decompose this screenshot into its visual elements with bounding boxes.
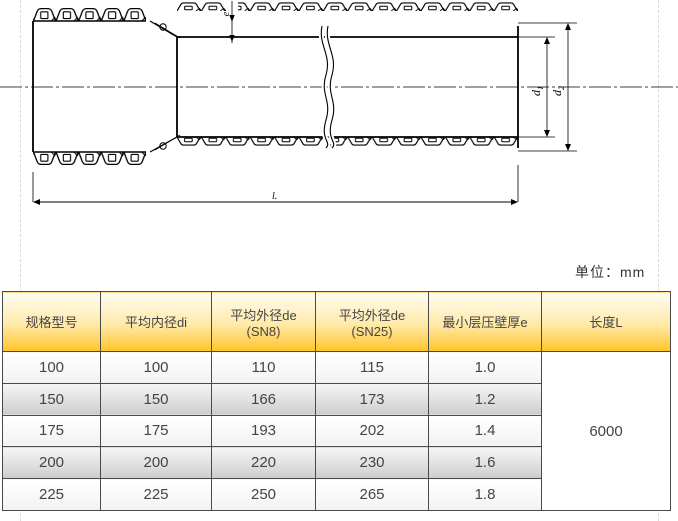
svg-text:e: e [221,11,232,16]
svg-text:l.: l. [272,191,277,202]
svg-text:d2: d2 [550,86,566,96]
svg-text:d1: d1 [529,86,545,96]
